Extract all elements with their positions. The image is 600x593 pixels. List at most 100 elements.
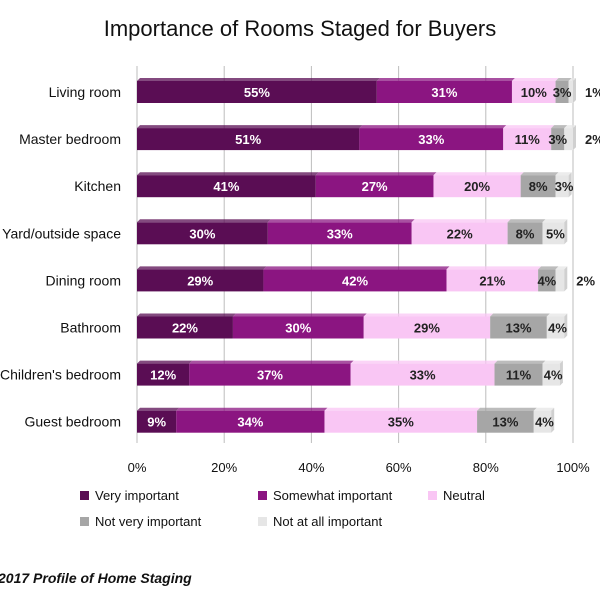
bar-top-face xyxy=(490,313,550,317)
bar-segment-not-at-all-important xyxy=(542,360,563,386)
bar-end-face xyxy=(559,360,563,386)
bar-master-bedroom-somewhat-important xyxy=(359,128,504,151)
data-label: 13% xyxy=(492,415,518,430)
bar-segment-neutral xyxy=(350,360,498,386)
bar-segment-not-at-all-important xyxy=(555,172,572,198)
bar-top-face xyxy=(263,266,450,270)
bar-living-room-somewhat-important xyxy=(376,81,512,103)
bar-top-face xyxy=(189,360,354,364)
bar-kitchen-somewhat-important xyxy=(315,175,434,198)
bar-end-face xyxy=(564,219,568,245)
bar-top-face xyxy=(477,407,537,411)
bar-top-face xyxy=(511,78,559,81)
data-label: 20% xyxy=(464,179,490,194)
legend: Very important Somewhat important Neutral N… xyxy=(80,488,485,529)
bar-top-face xyxy=(446,266,542,270)
bar-end-face xyxy=(564,313,568,339)
bar-guest-bedroom-very-important xyxy=(137,410,177,433)
bar-top-face xyxy=(538,266,559,270)
x-tick-label: 60% xyxy=(386,460,412,475)
bar-segment-very-important xyxy=(137,78,380,103)
bar-dining-room-not-very-important xyxy=(538,269,556,292)
data-label: 42% xyxy=(342,273,368,288)
bar-segment-neutral xyxy=(324,407,481,433)
data-label: 29% xyxy=(187,273,213,288)
data-label: 12% xyxy=(150,368,176,383)
bar-top-face xyxy=(137,360,193,364)
bar-segment-not-at-all-important xyxy=(546,313,568,339)
bar-top-face xyxy=(546,313,568,317)
bar-segment-not-very-important xyxy=(490,313,550,339)
bar-kitchen-neutral xyxy=(433,175,521,198)
bar-segment-somewhat-important xyxy=(263,266,450,292)
data-label: 4% xyxy=(544,368,563,383)
category-label: Master bedroom xyxy=(19,131,121,147)
data-label: 11% xyxy=(515,132,541,147)
bar-dining-room-not-at-all-important xyxy=(555,269,565,292)
bar-top-face xyxy=(433,172,524,176)
bar-top-face xyxy=(137,172,319,176)
bar-segment-neutral xyxy=(411,219,511,245)
data-label: 10% xyxy=(521,85,547,100)
data-label: 33% xyxy=(410,368,436,383)
bar-end-face xyxy=(573,78,576,103)
bar-guest-bedroom-not-very-important xyxy=(477,410,534,433)
legend-swatch xyxy=(80,491,89,500)
bar-top-face xyxy=(137,313,236,317)
data-label: 41% xyxy=(213,179,239,194)
bar-top-face xyxy=(267,219,415,223)
bar-segment-very-important xyxy=(137,219,271,245)
legend-item-very-important: Very important xyxy=(80,488,179,503)
bar-segment-somewhat-important xyxy=(176,407,328,433)
bar-living-room-not-at-all-important xyxy=(568,81,573,103)
legend-label: Not at all important xyxy=(273,514,382,529)
bar-end-face xyxy=(568,172,572,198)
bar-segment-not-very-important xyxy=(520,172,559,198)
data-label: 5% xyxy=(546,226,565,241)
bar-top-face xyxy=(350,360,498,364)
data-label: 8% xyxy=(516,226,535,241)
bar-top-face xyxy=(137,125,363,129)
bar-segment-not-at-all-important xyxy=(564,125,576,151)
legend-item-somewhat-important: Somewhat important xyxy=(258,488,393,503)
bar-segment-not-very-important xyxy=(477,407,537,433)
data-label: 22% xyxy=(447,226,473,241)
data-label: 8% xyxy=(529,179,548,194)
bar-end-face xyxy=(551,407,555,433)
bar-master-bedroom-neutral xyxy=(503,128,552,151)
bar-yard-outside-space-not-very-important xyxy=(507,222,543,245)
category-label: Bathroom xyxy=(60,320,121,336)
bar-top-face xyxy=(494,360,546,364)
data-label: 27% xyxy=(362,179,388,194)
bar-segment-not-very-important xyxy=(507,219,546,245)
data-label: 9% xyxy=(147,415,166,430)
bar-segment-not-very-important xyxy=(494,360,546,386)
data-label: 21% xyxy=(479,273,505,288)
x-tick-label: 0% xyxy=(128,460,147,475)
data-label: 3% xyxy=(555,179,574,194)
bar-children-s-bedroom-not-at-all-important xyxy=(542,363,560,386)
data-label: 13% xyxy=(505,321,531,336)
bar-yard-outside-space-somewhat-important xyxy=(267,222,412,245)
bar-living-room-not-very-important xyxy=(555,81,569,103)
bar-segment-not-very-important xyxy=(538,266,559,292)
bar-end-face xyxy=(573,125,576,151)
data-label: 4% xyxy=(537,273,556,288)
bar-guest-bedroom-not-at-all-important xyxy=(533,410,552,433)
bar-segment-somewhat-important xyxy=(376,78,515,103)
legend-swatch xyxy=(258,517,267,526)
legend-item-not-at-all-important: Not at all important xyxy=(258,514,382,529)
bar-top-face xyxy=(542,219,568,223)
bar-top-face xyxy=(359,125,507,129)
bar-segment-somewhat-important xyxy=(232,313,367,339)
data-label: 33% xyxy=(327,226,353,241)
bar-segment-very-important xyxy=(137,172,319,198)
bar-top-face xyxy=(137,78,380,81)
legend-label: Somewhat important xyxy=(273,488,393,503)
bar-segment-not-very-important xyxy=(555,78,572,103)
legend-label: Very important xyxy=(95,488,179,503)
legend-swatch xyxy=(258,491,267,500)
data-label: 4% xyxy=(535,415,554,430)
bar-bathroom-very-important xyxy=(137,316,233,339)
